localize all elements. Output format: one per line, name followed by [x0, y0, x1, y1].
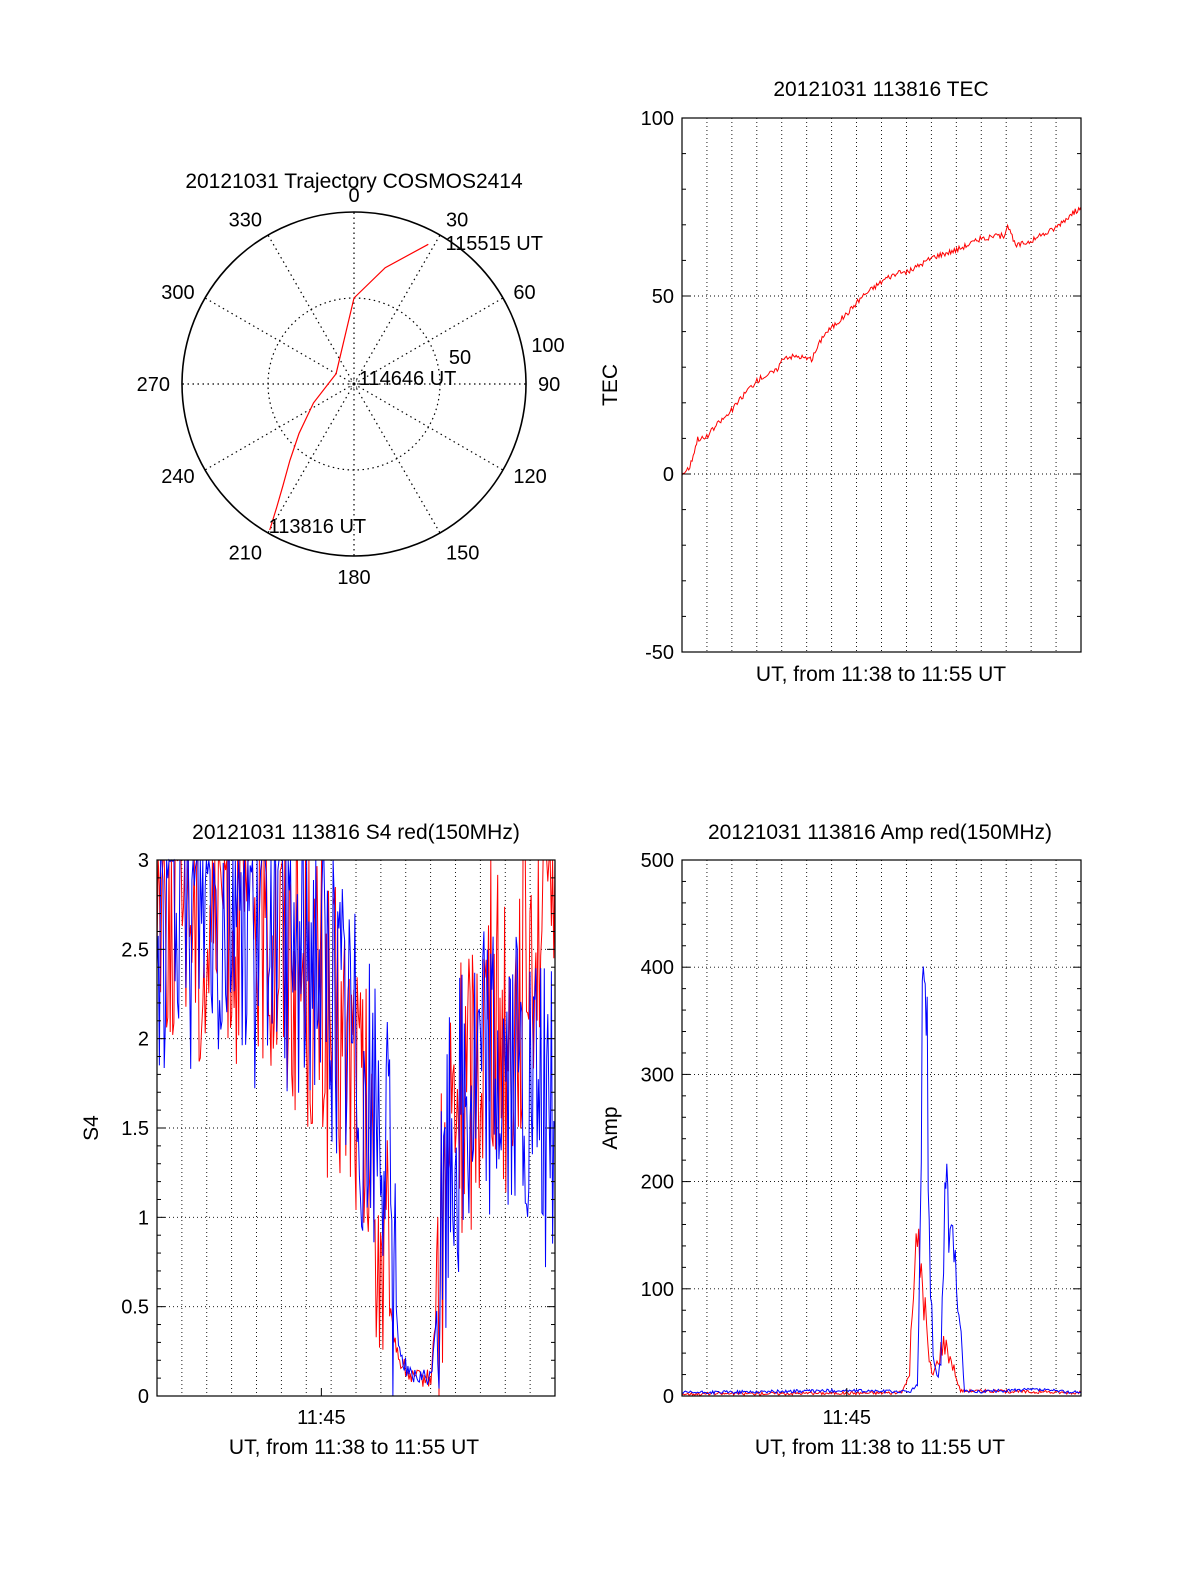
polar-angle-label: 180	[337, 567, 370, 589]
s4-title: 20121031 113816 S4 red(150MHz)	[192, 821, 520, 844]
polar-spoke	[204, 383, 355, 471]
trajectory-time-label: 114646 UT	[359, 368, 456, 390]
y-tick-label: 400	[641, 957, 674, 979]
polar-angle-label: 330	[229, 210, 262, 232]
polar-outer-circle	[181, 211, 527, 557]
series-line-red	[681, 1228, 1082, 1397]
trajectory-line	[269, 243, 429, 531]
polar-spoke	[353, 297, 504, 385]
x-tick-label: 11:45	[297, 1407, 346, 1429]
polar-radial-label: 50	[449, 347, 471, 369]
polar-angle-label: 270	[137, 374, 170, 396]
y-tick-label: 2	[138, 1029, 149, 1051]
polar-angle-label: 240	[161, 466, 194, 488]
series-line-red	[156, 859, 556, 1397]
tec-panel: 20121031 113816 TEC -50 0 50 100 UT, from 1…	[599, 78, 1082, 686]
plot-frame	[681, 117, 1082, 653]
polar-angle-label: 300	[161, 282, 194, 304]
polar-angle-label: 120	[513, 466, 546, 488]
plot-frame	[681, 859, 1082, 1397]
y-tick-label: 1	[138, 1207, 149, 1229]
trajectory-time-label: 115515 UT	[446, 233, 543, 255]
y-tick-label: 0	[138, 1386, 149, 1408]
y-tick-label: 0	[663, 1386, 674, 1408]
tec-ylabel: TEC	[599, 364, 622, 406]
series-line-blue	[156, 858, 556, 1397]
y-tick-label: 1.5	[121, 1118, 149, 1140]
tec-title: 20121031 113816 TEC	[773, 78, 988, 101]
polar-angle-label: 0	[348, 185, 359, 207]
polar-angle-label: 150	[446, 542, 479, 564]
tec-plot-area: -50 0 50 100	[641, 108, 1082, 664]
polar-panel: 20121031 Trajectory COSMOS2414 0 30 60 90 12…	[137, 170, 565, 589]
y-tick-label: 0	[663, 464, 674, 486]
polar-spoke	[353, 383, 504, 471]
y-tick-label: 500	[641, 850, 674, 872]
polar-spoke	[353, 234, 441, 385]
y-tick-label: 2.5	[121, 939, 149, 961]
polar-title: 20121031 Trajectory COSMOS2414	[185, 170, 523, 193]
polar-angle-label: 210	[229, 542, 262, 564]
polar-angle-label: 60	[513, 282, 535, 304]
polar-spoke	[353, 383, 441, 534]
amp-panel: 20121031 113816 Amp red(150MHz) 0 100 200 3…	[599, 821, 1082, 1459]
polar-spoke	[204, 297, 355, 385]
polar-angle-label: 90	[538, 374, 560, 396]
series-line-blue	[681, 966, 1082, 1396]
y-tick-label: -50	[645, 642, 674, 664]
y-tick-label: 100	[641, 1279, 674, 1301]
polar-center-ring	[349, 379, 359, 389]
y-tick-label: 100	[641, 108, 674, 130]
y-tick-label: 200	[641, 1172, 674, 1194]
polar-plot-area: 0 30 60 90 120 150 180 210 240 270 300 330 50 100 1138…	[137, 185, 565, 589]
s4-panel: 20121031 113816 S4 red(150MHz) 0 0.5 1 1.5 2…	[80, 821, 556, 1459]
y-tick-label: 0.5	[121, 1297, 149, 1319]
trajectory-time-label: 113816 UT	[269, 516, 366, 538]
amp-ylabel: Amp	[599, 1106, 622, 1149]
polar-angle-label: 30	[446, 210, 468, 232]
x-tick-label: 11:45	[822, 1407, 871, 1429]
amp-title: 20121031 113816 Amp red(150MHz)	[708, 821, 1052, 844]
series-line-red	[681, 206, 1082, 476]
y-tick-label: 50	[652, 286, 674, 308]
polar-radial-label: 100	[531, 335, 564, 357]
s4-ylabel: S4	[80, 1115, 103, 1141]
amp-xlabel: UT, from 11:38 to 11:55 UT	[755, 1436, 1005, 1459]
tec-xlabel: UT, from 11:38 to 11:55 UT	[756, 663, 1006, 686]
polar-spoke	[267, 234, 355, 385]
polar-spoke	[267, 383, 355, 534]
y-tick-label: 3	[138, 850, 149, 872]
s4-xlabel: UT, from 11:38 to 11:55 UT	[229, 1436, 479, 1459]
s4-plot-area: 0 0.5 1 1.5 2 2.5 3 11:45	[121, 850, 556, 1429]
y-tick-label: 300	[641, 1064, 674, 1086]
amp-plot-area: 0 100 200 300 400 500 11:45	[641, 850, 1082, 1429]
